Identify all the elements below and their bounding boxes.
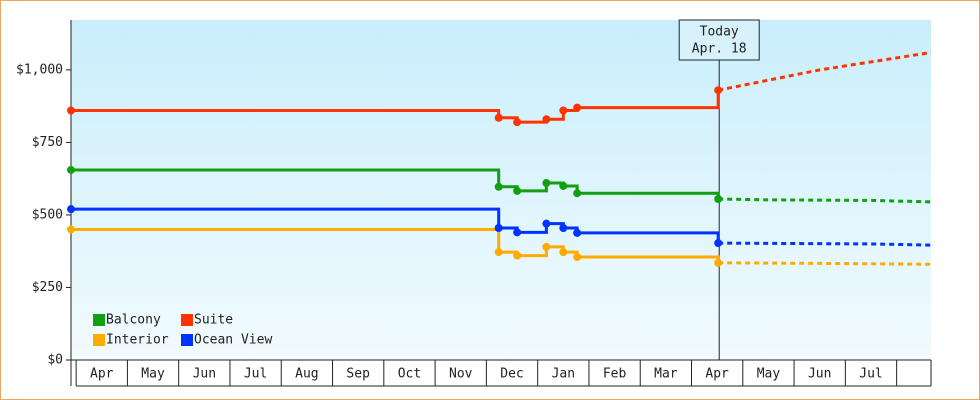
price-point xyxy=(573,228,582,237)
price-point xyxy=(714,258,723,267)
price-point xyxy=(67,106,75,115)
x-tick-label: Feb xyxy=(603,367,627,382)
x-tick-label: Jan xyxy=(552,367,575,382)
y-tick-label: $1,000 xyxy=(16,62,63,77)
y-tick-label: $250 xyxy=(32,280,63,295)
x-tick-label: Oct xyxy=(398,367,421,382)
x-tick-label: Jun xyxy=(808,367,831,382)
price-point xyxy=(494,224,503,233)
legend-label: Interior xyxy=(106,333,169,348)
price-point xyxy=(573,189,582,198)
price-point xyxy=(67,205,75,214)
legend-swatch xyxy=(181,334,193,346)
price-point xyxy=(573,103,582,112)
legend-swatch xyxy=(93,314,105,326)
price-point xyxy=(573,253,582,262)
price-point xyxy=(67,225,75,234)
price-point xyxy=(542,179,551,188)
x-tick-label: Jul xyxy=(244,367,267,382)
price-point xyxy=(559,106,568,115)
price-point xyxy=(494,248,503,257)
legend-label: Balcony xyxy=(106,313,161,328)
price-point xyxy=(67,165,75,174)
price-point xyxy=(513,118,522,127)
y-tick-label: $500 xyxy=(32,207,63,222)
x-tick-label: Apr xyxy=(90,367,114,382)
today-date: Apr. 18 xyxy=(692,42,747,57)
forecast-line xyxy=(718,261,932,266)
price-point xyxy=(513,251,522,260)
x-tick-label: May xyxy=(141,367,165,382)
x-tick-label: Jul xyxy=(859,367,882,382)
price-point xyxy=(494,113,503,122)
price-point xyxy=(542,242,551,251)
today-box xyxy=(678,19,760,61)
x-tick-label: Apr xyxy=(705,367,729,382)
x-tick-label: Jun xyxy=(193,367,216,382)
price-point xyxy=(559,248,568,257)
legend-label: Suite xyxy=(194,313,233,328)
x-tick-label: Aug xyxy=(295,367,318,382)
legend-swatch xyxy=(181,314,193,326)
legend-label: Ocean View xyxy=(194,333,272,348)
price-point xyxy=(714,194,723,203)
today-title: Today xyxy=(700,25,739,40)
forecast-line xyxy=(717,51,932,92)
legend-swatch xyxy=(93,334,105,346)
x-tick-label: Sep xyxy=(346,367,370,382)
price-point xyxy=(513,186,522,195)
price-point xyxy=(559,181,568,190)
forecast-line xyxy=(718,241,932,247)
x-tick-label: Dec xyxy=(500,367,523,382)
x-tick-label: Nov xyxy=(449,367,473,382)
forecast-line xyxy=(718,197,932,204)
price-point xyxy=(542,115,551,124)
price-point xyxy=(513,228,522,237)
price-point xyxy=(714,239,723,248)
price-point xyxy=(559,224,568,233)
y-tick-label: $0 xyxy=(47,353,63,368)
price-point xyxy=(494,182,503,191)
price-point xyxy=(714,86,723,95)
y-tick-label: $750 xyxy=(32,135,63,150)
x-tick-label: Mar xyxy=(654,367,678,382)
price-point xyxy=(542,219,551,228)
x-tick-label: May xyxy=(757,367,781,382)
